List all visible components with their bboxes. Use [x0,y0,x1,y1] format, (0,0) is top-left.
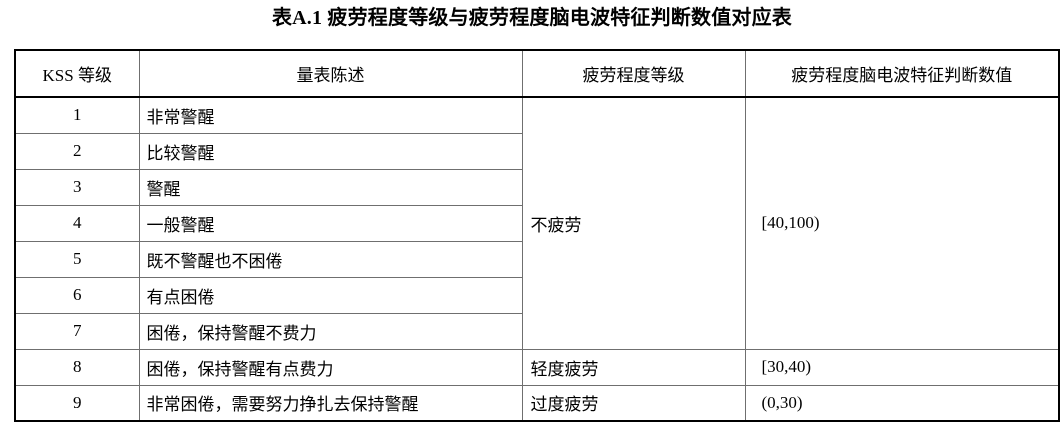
cell-eeg-value: [30,40) [744,348,1060,386]
table-header: KSS 等级 量表陈述 疲劳程度等级 疲劳程度脑电波特征判断数值 [14,49,1060,98]
table-row: 6 有点困倦 [14,276,1059,314]
table-row: 3 警醒 [14,168,1059,206]
cell-kss-level: 5 [14,240,140,278]
cell-kss-level: 2 [14,132,140,170]
table-row: 1 非常警醒 不疲劳 [40,100) [14,96,1060,350]
cell-scale-statement: 非常困倦，需要努力挣扎去保持警醒 [138,384,523,422]
cell-scale-statement: 警醒 [138,168,523,206]
cell-eeg-value: (0,30) [744,384,1060,422]
cell-fatigue-level: 过度疲劳 [521,384,746,422]
cell-fatigue-level: 轻度疲劳 [521,348,746,386]
cell-kss-level: 3 [14,168,140,206]
table-row: 5 既不警醒也不困倦 [14,240,1059,278]
column-header-kss-level: KSS 等级 [14,49,140,98]
cell-fatigue-level: 不疲劳 [521,96,746,350]
column-header-scale-statement: 量表陈述 [138,49,523,98]
cell-kss-level: 1 [14,96,140,134]
cell-kss-level: 6 [14,276,140,314]
table-title: 表A.1 疲劳程度等级与疲劳程度脑电波特征判断数值对应表 [271,7,793,29]
cell-kss-level: 7 [14,312,140,350]
cell-eeg-value: [40,100) [744,96,1060,350]
column-header-fatigue-level: 疲劳程度等级 [521,49,746,98]
cell-scale-statement: 非常警醒 [138,96,523,134]
cell-scale-statement: 既不警醒也不困倦 [138,240,523,278]
table-body: 1 非常警醒 不疲劳 [40,100) 2 比较警醒 3 警醒 4 一般警醒 5 既不警醒也不困倦 6 有… [14,96,1060,422]
cell-scale-statement: 困倦，保持警醒不费力 [138,312,523,350]
column-header-eeg-value: 疲劳程度脑电波特征判断数值 [744,49,1060,98]
cell-kss-level: 9 [14,384,140,422]
table-row: 2 比较警醒 [14,132,1059,170]
cell-kss-level: 4 [14,204,140,242]
table-row: 9 非常困倦，需要努力挣扎去保持警醒 过度疲劳 (0,30) [14,384,1060,422]
cell-scale-statement: 有点困倦 [138,276,523,314]
cell-scale-statement: 一般警醒 [138,204,523,242]
cell-kss-level: 8 [14,348,140,386]
cell-scale-statement: 比较警醒 [138,132,523,170]
table-row: 8 困倦，保持警醒有点费力 轻度疲劳 [30,40) [14,348,1060,386]
fatigue-level-table: KSS 等级 量表陈述 疲劳程度等级 疲劳程度脑电波特征判断数值 1 非常警醒 不疲… [14,49,1060,422]
table-header-row: KSS 等级 量表陈述 疲劳程度等级 疲劳程度脑电波特征判断数值 [14,49,1060,98]
cell-scale-statement: 困倦，保持警醒有点费力 [138,348,523,386]
